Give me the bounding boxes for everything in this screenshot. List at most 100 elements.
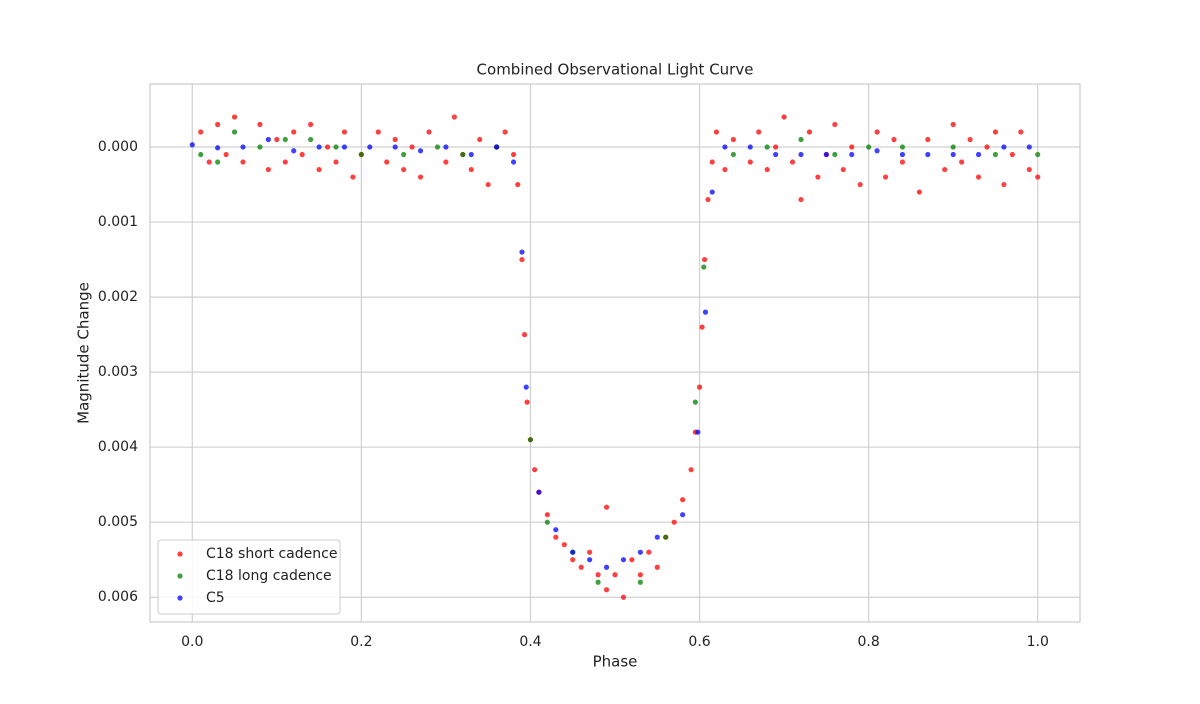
legend-box (157, 539, 341, 615)
data-point (358, 151, 364, 158)
data-point (730, 151, 736, 158)
data-point (950, 144, 956, 150)
data-point (699, 324, 705, 330)
data-point (925, 136, 931, 143)
data-point (1035, 151, 1041, 158)
data-point (747, 159, 753, 165)
data-point (773, 144, 779, 150)
data-point (925, 151, 931, 158)
data-point (967, 136, 973, 143)
data-point (709, 189, 715, 195)
data-point (874, 129, 880, 135)
data-point (637, 572, 643, 578)
data-point (849, 144, 855, 150)
data-point (722, 166, 728, 173)
data-point (570, 557, 576, 563)
data-point (916, 189, 922, 195)
data-point (692, 399, 698, 405)
data-point (832, 121, 838, 128)
data-point (198, 129, 204, 135)
data-point (468, 151, 474, 158)
data-point (603, 564, 610, 570)
data-point (705, 196, 711, 203)
data-point (874, 148, 880, 154)
data-point (523, 384, 529, 390)
data-point (701, 264, 707, 270)
y-tick-label: 0.002 (98, 289, 138, 305)
data-point (992, 151, 999, 158)
data-point (992, 129, 999, 135)
data-point (510, 151, 517, 158)
data-point (730, 136, 736, 143)
data-point (215, 159, 221, 165)
data-point (680, 497, 686, 503)
data-point (515, 181, 521, 188)
data-point (561, 542, 567, 548)
data-point (612, 572, 618, 578)
data-point (975, 174, 982, 180)
data-point (536, 489, 542, 495)
data-point (603, 504, 610, 510)
data-point (299, 151, 305, 158)
data-point (282, 136, 288, 143)
y-tick-label: 0.006 (98, 589, 138, 605)
data-point (468, 166, 474, 173)
data-point (215, 121, 221, 128)
data-point (460, 151, 466, 158)
data-point (1009, 151, 1015, 158)
data-point (333, 144, 339, 150)
data-point (823, 151, 829, 158)
data-point (798, 196, 804, 203)
data-point (553, 534, 559, 540)
data-point (637, 579, 643, 585)
chart-title: Combined Observational Light Curve (477, 61, 754, 79)
data-point (451, 114, 457, 120)
data-point (570, 549, 576, 555)
data-point (603, 587, 610, 593)
data-point (291, 148, 297, 154)
data-point (984, 144, 990, 150)
data-point (375, 129, 381, 135)
data-point (815, 174, 821, 180)
data-point (392, 136, 398, 143)
data-point (654, 534, 660, 540)
data-point (587, 557, 593, 563)
data-point (595, 579, 601, 585)
data-point (215, 145, 221, 151)
data-point (702, 309, 709, 315)
data-point (680, 512, 686, 518)
data-point (1001, 181, 1007, 188)
data-point (240, 159, 246, 165)
data-point (789, 159, 796, 165)
legend-marker (177, 551, 183, 557)
data-point (341, 129, 348, 135)
data-point (764, 166, 770, 173)
data-point (1026, 166, 1032, 173)
data-point (527, 437, 534, 443)
data-point (333, 159, 339, 165)
data-point (781, 114, 787, 120)
legend-label: C18 short cadence (206, 546, 337, 562)
data-point (443, 144, 449, 150)
data-point (417, 174, 424, 180)
data-point (477, 136, 483, 143)
data-point (257, 144, 263, 150)
data-point (629, 557, 635, 563)
data-point (891, 136, 897, 143)
data-point (308, 136, 314, 143)
x-tick-label: 0.0 (181, 634, 203, 650)
data-point (231, 129, 238, 135)
data-point (265, 166, 271, 173)
legend-label: C5 (206, 590, 225, 606)
data-point (840, 166, 846, 173)
data-point (595, 572, 601, 578)
data-point (350, 174, 356, 180)
data-point (713, 129, 720, 135)
data-point (426, 129, 432, 135)
data-point (367, 144, 373, 150)
data-point (950, 121, 956, 128)
data-point (257, 121, 263, 128)
data-point (832, 151, 838, 158)
data-point (1001, 144, 1007, 150)
data-point (384, 159, 390, 165)
